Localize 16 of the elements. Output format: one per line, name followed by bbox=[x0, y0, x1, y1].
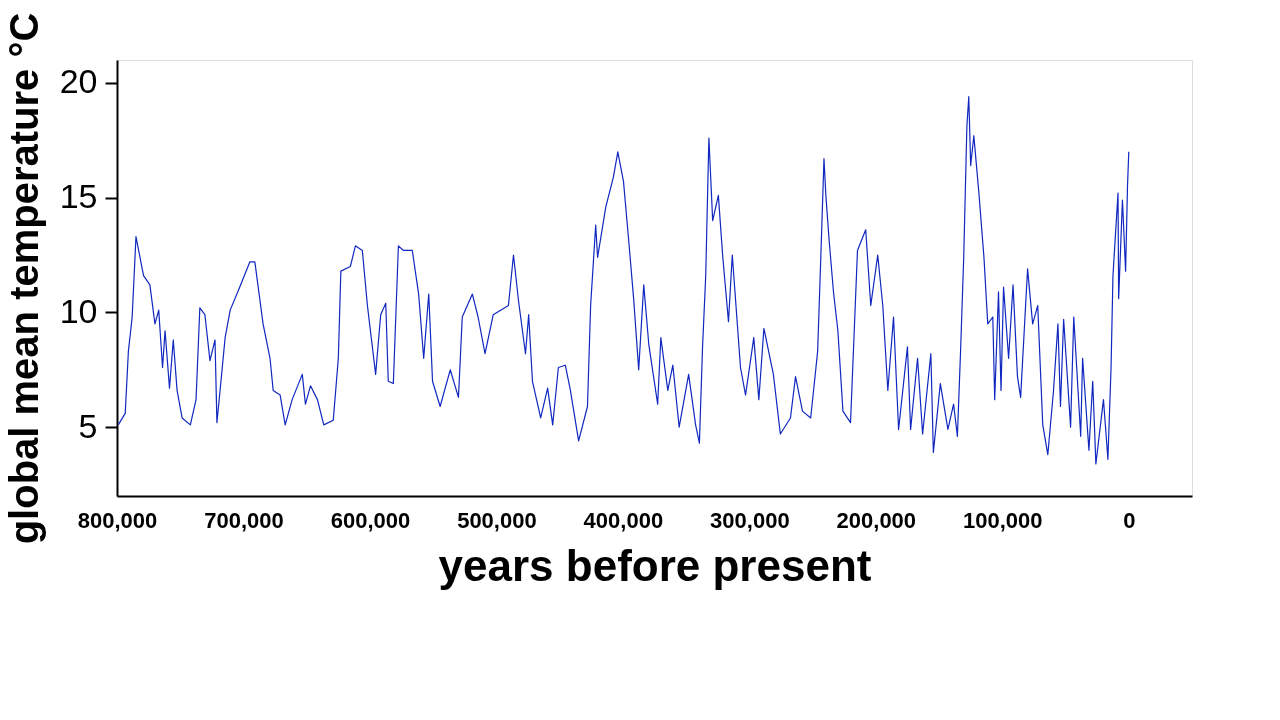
x-tick-label: 700,000 bbox=[204, 507, 284, 533]
y-tick-label: 20 bbox=[59, 62, 98, 101]
x-tick-label: 200,000 bbox=[836, 507, 917, 533]
line-series bbox=[117, 96, 1130, 465]
y-tick-label: 10 bbox=[59, 291, 98, 330]
x-tick-label: 0 bbox=[1123, 507, 1136, 533]
x-tick-label: 500,000 bbox=[457, 507, 537, 533]
x-axis-title: years before present bbox=[438, 540, 872, 590]
x-tick-label: 300,000 bbox=[710, 507, 790, 533]
x-tick-label: 100,000 bbox=[963, 507, 1043, 533]
x-tick-label: 600,000 bbox=[330, 507, 411, 533]
x-tick-label: 400,000 bbox=[583, 507, 664, 533]
y-tick-label: 5 bbox=[78, 406, 98, 445]
y-tick-label: 15 bbox=[59, 177, 98, 216]
y-axis-title: global mean temperature °C bbox=[1, 12, 46, 545]
x-tick-label: 800,000 bbox=[77, 507, 158, 533]
